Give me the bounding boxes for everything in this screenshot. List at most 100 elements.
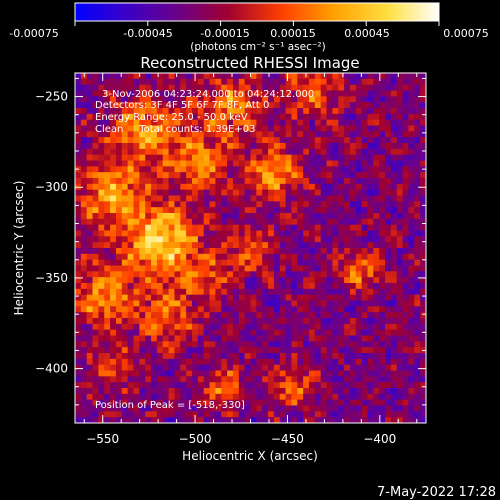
heatmap-cell: [86, 113, 93, 121]
heatmap-cell: [361, 253, 368, 261]
heatmap-cell: [361, 364, 368, 371]
heatmap-cell: [192, 376, 199, 383]
heatmap-cell: [268, 370, 275, 377]
heatmap-cell: [180, 417, 187, 424]
heatmap-cell: [273, 341, 281, 348]
heatmap-cell: [110, 178, 117, 185]
heatmap-cell: [139, 207, 146, 214]
heatmap-cell: [250, 259, 257, 266]
heatmap-cell: [379, 335, 386, 342]
heatmap-cell: [121, 335, 129, 342]
heatmap-cell: [121, 108, 129, 115]
heatmap-cell: [390, 207, 398, 214]
heatmap-cell: [408, 358, 415, 366]
heatmap-cell: [197, 189, 205, 196]
heatmap-cell: [250, 253, 257, 261]
heatmap-cell: [162, 189, 169, 196]
heatmap-cell: [115, 405, 123, 412]
heatmap-cell: [186, 335, 193, 342]
heatmap-cell: [361, 125, 368, 132]
colorbar-ticks: [74, 21, 440, 26]
heatmap-cell: [314, 166, 322, 173]
heatmap-cell: [414, 207, 421, 214]
heatmap-cell: [320, 399, 327, 406]
heatmap-cell: [151, 411, 158, 418]
heatmap-cell: [227, 300, 234, 307]
heatmap-cell: [320, 393, 327, 401]
heatmap-cell: [420, 108, 427, 115]
heatmap-cell: [379, 411, 386, 418]
heatmap-cell: [385, 341, 392, 348]
heatmap-cell: [232, 411, 240, 418]
heatmap-cell: [232, 119, 240, 126]
heatmap-cell: [215, 335, 222, 342]
heatmap-cell: [203, 143, 210, 150]
heatmap-cell: [332, 131, 339, 138]
heatmap-cell: [326, 125, 333, 132]
heatmap-cell: [408, 417, 415, 424]
heatmap-cell: [285, 248, 292, 255]
heatmap-cell: [127, 364, 134, 371]
heatmap-cell: [309, 306, 316, 313]
heatmap-cell: [285, 399, 292, 406]
heatmap-cell: [332, 178, 339, 185]
heatmap-cell: [197, 137, 205, 144]
heatmap-cell: [98, 143, 105, 150]
heatmap-cell: [192, 131, 199, 138]
heatmap-cell: [320, 113, 327, 121]
heatmap-cell: [291, 195, 298, 202]
heatmap-cell: [297, 242, 304, 249]
heatmap-cell: [98, 283, 105, 290]
heatmap-cell: [127, 160, 134, 167]
heatmap-cell: [192, 108, 199, 115]
heatmap-cell: [291, 218, 298, 226]
heatmap-cell: [86, 207, 93, 214]
heatmap-cell: [320, 148, 327, 156]
heatmap-cell: [244, 399, 251, 406]
heatmap-cell: [110, 364, 117, 371]
heatmap-cell: [145, 201, 152, 208]
heatmap-cell: [385, 73, 392, 80]
heatmap-cell: [379, 341, 386, 348]
heatmap-cell: [215, 393, 222, 401]
heatmap-cell: [390, 253, 398, 261]
heatmap-cell: [221, 113, 228, 121]
heatmap-cell: [408, 265, 415, 272]
heatmap-cell: [197, 166, 205, 173]
heatmap-cell: [75, 143, 82, 150]
heatmap-cell: [145, 370, 152, 377]
heatmap-cell: [396, 265, 403, 272]
heatmap-cell: [332, 73, 339, 80]
heatmap-cell: [373, 376, 380, 383]
heatmap-cell: [80, 277, 88, 284]
heatmap-cell: [414, 224, 421, 231]
heatmap-cell: [180, 259, 187, 266]
heatmap-cell: [168, 125, 175, 132]
heatmap-cell: [86, 131, 93, 138]
heatmap-cell: [279, 183, 286, 191]
heatmap-cell: [355, 399, 363, 406]
heatmap-cell: [98, 259, 105, 266]
heatmap-cell: [156, 166, 164, 173]
heatmap-cell: [420, 341, 427, 348]
heatmap-cell: [402, 294, 409, 301]
heatmap-cell: [180, 183, 187, 191]
heatmap-cell: [232, 259, 240, 266]
heatmap-cell: [373, 96, 380, 103]
heatmap-cell: [110, 90, 117, 97]
heatmap-cell: [192, 230, 199, 237]
heatmap-cell: [238, 183, 246, 191]
heatmap-cell: [367, 306, 374, 313]
heatmap-cell: [174, 248, 181, 255]
heatmap-cell: [192, 370, 199, 377]
heatmap-cell: [203, 137, 210, 144]
heatmap-cell: [186, 329, 193, 336]
heatmap-cell: [344, 271, 351, 278]
heatmap-cell: [151, 183, 158, 191]
heatmap-cell: [314, 370, 322, 377]
heatmap-cell: [180, 154, 187, 161]
heatmap-cell: [227, 329, 234, 336]
heatmap-cell: [180, 84, 187, 91]
heatmap-cell: [361, 96, 368, 103]
heatmap-cell: [244, 160, 251, 167]
